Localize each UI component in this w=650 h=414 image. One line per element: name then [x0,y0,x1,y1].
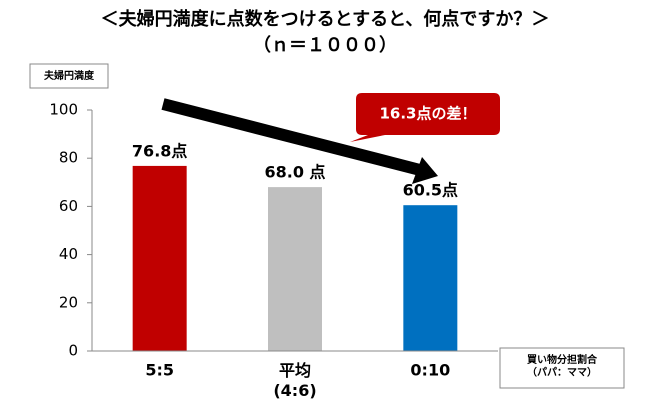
callout [350,93,500,142]
y-label-box [29,63,109,89]
value-label: 76.8点 [132,141,187,160]
value-label: 68.0 点 [264,163,325,182]
chart-title: ＜夫婦円満度に点数をつけるとすると、何点ですか？＞ [101,8,550,30]
x-axis-label: 買い物分担割合（パパ：ママ） [527,353,598,379]
arrow-head [412,157,438,184]
bar [268,187,322,351]
y-tick-label: 100 [49,101,78,119]
x-tick-label: 0:10 [410,361,450,380]
y-tick-label: 60 [59,197,78,215]
x-tick-label: 平均(4:6) [273,361,316,400]
bar [403,205,458,351]
chart-subtitle: （ｎ＝１０００） [253,35,397,56]
x-label-box [499,347,625,389]
value-label: 60.5点 [403,181,458,200]
annotation: 16.3点の差！ [379,105,476,123]
y-tick-label: 0 [68,342,78,360]
bar [132,165,187,351]
y-axis-label: 夫婦円満度 [43,69,95,82]
y-tick-label: 20 [59,293,78,311]
x-tick-label: 5:5 [145,361,174,380]
trend-arrow [161,98,422,176]
y-tick-label: 40 [59,245,78,263]
y-tick-label: 80 [59,149,78,167]
